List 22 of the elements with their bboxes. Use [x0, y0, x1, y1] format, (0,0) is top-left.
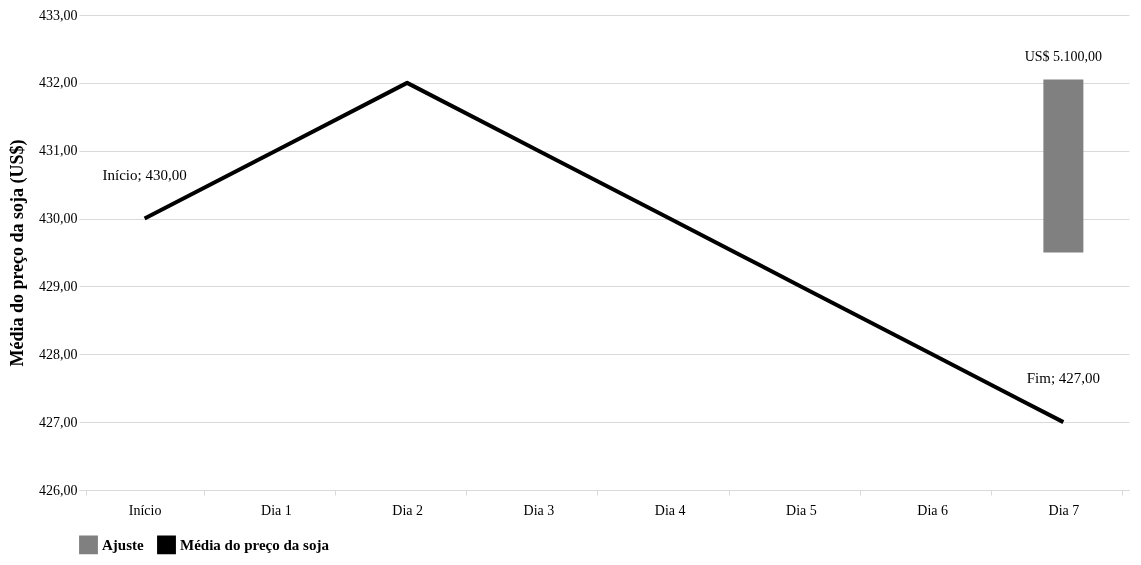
y-axis-title: Média do preço da soja (US$) — [7, 139, 28, 367]
y-tick-label: 433,00 — [39, 7, 78, 23]
annotation: Início; 430,00 — [102, 166, 187, 183]
x-tick-label: Início — [128, 502, 162, 518]
y-tick-label: 428,00 — [39, 346, 78, 362]
legend-label: Ajuste — [102, 536, 144, 553]
x-tick-label: Dia 2 — [392, 502, 423, 518]
x-tick-label: Dia 6 — [917, 502, 948, 518]
x-tick-label: Dia 3 — [523, 502, 555, 518]
x-tick-label: Dia 7 — [1048, 502, 1080, 518]
y-tick-label: 426,00 — [39, 482, 78, 498]
data-label: US$ 5.100,00 — [1024, 49, 1103, 65]
x-tick-label: Dia 4 — [654, 502, 686, 518]
x-tick-label: Dia 5 — [786, 502, 817, 518]
y-tick-label: 432,00 — [39, 75, 78, 91]
x-tick-label: Dia 1 — [261, 502, 292, 518]
y-tick-label: 430,00 — [39, 211, 78, 227]
annotation: Fim; 427,00 — [1026, 370, 1101, 387]
legend-label: Média do preço da soja — [180, 536, 330, 553]
y-tick-label: 431,00 — [39, 143, 78, 159]
y-tick-label: 429,00 — [39, 278, 78, 294]
y-tick-label: 427,00 — [39, 414, 78, 430]
